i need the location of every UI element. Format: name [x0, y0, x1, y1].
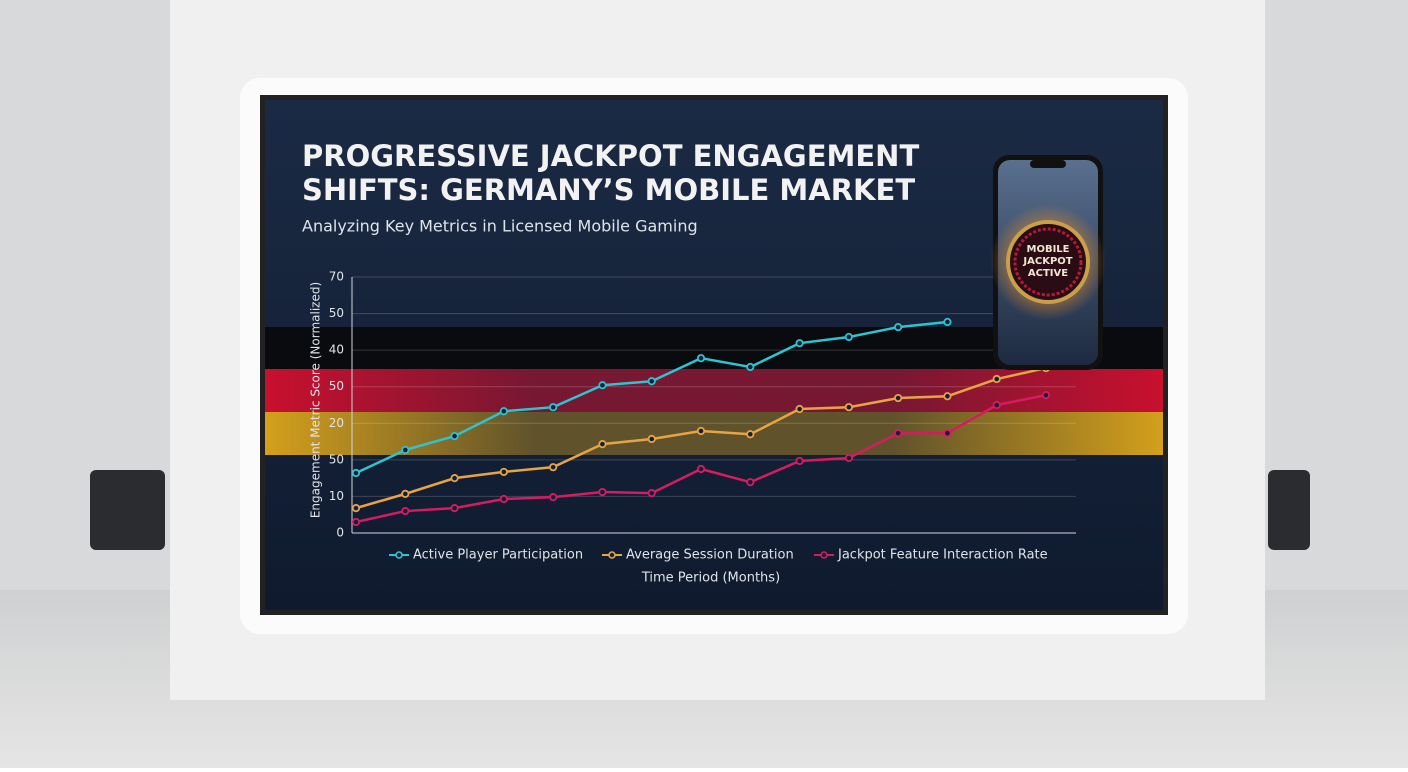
- chair: [90, 470, 165, 550]
- data-point: [696, 354, 706, 363]
- legend-item: Jackpot Feature Interaction Rate: [814, 548, 1048, 563]
- data-point: [549, 463, 558, 472]
- y-axis-label: Engagement Metric Score (Normalized): [309, 282, 323, 518]
- y-tick-label: 10: [329, 489, 344, 503]
- data-point: [450, 504, 459, 513]
- legend-label: Active Player Participation: [413, 548, 583, 563]
- data-point: [450, 431, 459, 441]
- data-point: [351, 504, 361, 513]
- legend-item: Average Session Duration: [602, 548, 794, 563]
- badge: [1006, 220, 1090, 304]
- data-point: [549, 403, 558, 412]
- data-point: [943, 392, 952, 401]
- data-point: [647, 434, 656, 444]
- x-axis-label: Time Period (Months): [641, 571, 780, 586]
- data-point: [499, 467, 508, 477]
- data-point: [499, 494, 508, 504]
- y-tick-label: 50: [329, 379, 344, 393]
- chart-title: PROGRESSIVE JACKPOT ENGAGEMENT: [302, 139, 919, 173]
- data-point: [549, 493, 558, 502]
- data-point: [1041, 391, 1051, 400]
- chair: [1268, 470, 1310, 550]
- badge-text: MOBILE: [1027, 244, 1070, 255]
- y-tick-label: 40: [329, 343, 344, 357]
- data-point: [943, 317, 952, 327]
- data-point: [894, 429, 903, 438]
- legend-marker: [608, 551, 616, 559]
- data-point: [696, 464, 706, 474]
- legend-label: Jackpot Feature Interaction Rate: [837, 548, 1048, 563]
- badge-text: ACTIVE: [1028, 268, 1068, 279]
- data-point: [894, 323, 903, 332]
- y-tick-label: 70: [329, 270, 344, 284]
- data-point: [598, 381, 607, 390]
- data-point: [746, 478, 755, 487]
- data-point: [401, 445, 410, 455]
- chart-subtitle: Analyzing Key Metrics in Licensed Mobile…: [302, 217, 698, 236]
- data-point: [351, 468, 361, 478]
- legend-item: Active Player Participation: [389, 548, 583, 563]
- y-tick-label: 50: [329, 452, 344, 466]
- data-point: [499, 407, 508, 416]
- legend-marker: [395, 551, 403, 559]
- data-point: [647, 377, 656, 386]
- data-point: [844, 403, 853, 412]
- data-point: [351, 517, 361, 527]
- phone-notch: [1030, 160, 1066, 168]
- plot: 0 10 50 20 50 40 50 70 Active Player Participati…: [329, 270, 1076, 563]
- data-point: [746, 362, 755, 372]
- data-point: [943, 429, 952, 438]
- data-point: [795, 339, 804, 348]
- data-point: [795, 404, 804, 414]
- y-tick-label: 0: [336, 526, 344, 540]
- phone: MOBILE JACKPOT ACTIVE: [990, 155, 1106, 370]
- data-point: [450, 474, 459, 483]
- data-point: [401, 506, 410, 516]
- legend-label: Average Session Duration: [626, 548, 794, 563]
- data-point: [647, 489, 656, 498]
- flag-band-red: [265, 369, 1163, 412]
- chart-title: SHIFTS: GERMANY’S MOBILE MARKET: [302, 173, 915, 207]
- data-point: [795, 456, 804, 466]
- data-point: [401, 489, 410, 498]
- legend-marker: [820, 551, 828, 559]
- data-point: [598, 487, 607, 497]
- flag-band-gold: [265, 412, 1163, 455]
- data-point: [696, 426, 706, 436]
- data-point: [894, 393, 903, 403]
- y-tick-label: 50: [329, 306, 344, 320]
- data-point: [598, 440, 607, 449]
- data-point: [992, 374, 1001, 384]
- data-point: [746, 430, 755, 439]
- y-tick-label: 20: [329, 416, 344, 430]
- data-point: [992, 400, 1001, 410]
- badge-text: JACKPOT: [1022, 256, 1072, 267]
- data-point: [844, 453, 853, 463]
- badge-ring: [1013, 227, 1083, 297]
- data-point: [844, 332, 853, 342]
